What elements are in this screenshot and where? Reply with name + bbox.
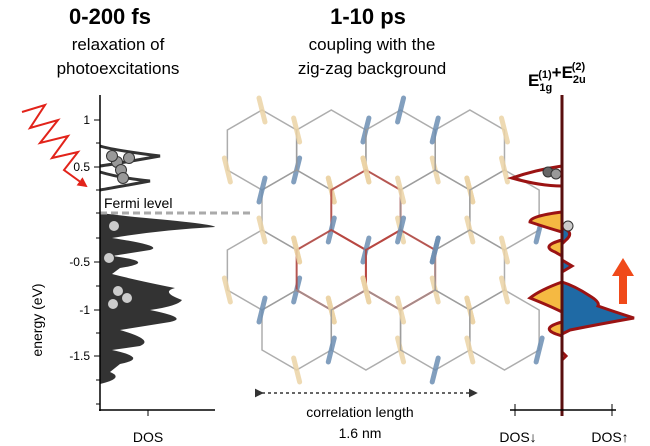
tick-label: 1 — [83, 113, 90, 127]
spin-arrow — [501, 158, 507, 182]
spin-arrow — [259, 178, 265, 202]
title-sub: 2u — [573, 74, 586, 86]
spin-arrow — [294, 358, 300, 382]
hexagon — [435, 230, 504, 310]
hexagon — [470, 290, 539, 370]
hexagon — [366, 230, 435, 310]
title-sub: 1g — [539, 82, 552, 94]
spin-arrow — [294, 118, 300, 142]
middle-subtitle: zig-zag background — [298, 59, 446, 78]
spin-arrow — [432, 358, 438, 382]
spin-arrow — [432, 118, 438, 142]
spin-arrow — [259, 298, 265, 322]
hexagon — [401, 290, 470, 370]
middle-title: 1-10 ps — [330, 4, 406, 29]
spin-arrow — [467, 338, 473, 362]
spin-arrow — [363, 278, 369, 302]
fermi-label: Fermi level — [104, 195, 172, 211]
scale-label: correlation length — [306, 404, 413, 420]
right-title: E1g(1)+E2u(2) — [528, 61, 586, 94]
left-subtitle: relaxation of — [72, 35, 165, 54]
hexagon — [227, 110, 296, 190]
scale-label: 1.6 nm — [339, 425, 382, 441]
spin-arrow — [294, 238, 300, 262]
spin-arrow — [398, 98, 404, 122]
figure: 0-200 fs relaxation of photoexcitations … — [0, 0, 650, 446]
hexagon — [435, 110, 504, 190]
dos-occupied — [100, 213, 215, 384]
lattice — [224, 98, 542, 382]
middle-subtitle: coupling with the — [309, 35, 436, 54]
left-subtitle: photoexcitations — [57, 59, 180, 78]
title-base: +E — [552, 63, 573, 82]
hexagon — [331, 170, 400, 250]
hexagon — [297, 110, 366, 190]
spin-arrow — [224, 278, 230, 302]
page: {"left_panel": {"title": "0-200 fs", "su… — [0, 0, 650, 446]
spin-arrow — [363, 158, 369, 182]
dos-down — [530, 212, 562, 336]
tick-label: -0.5 — [69, 255, 90, 269]
x-label: DOS↓ — [499, 429, 536, 445]
hexagon — [401, 170, 470, 250]
tick-label: -1 — [79, 303, 90, 317]
spin-arrow — [224, 158, 230, 182]
x-label: DOS — [133, 429, 163, 445]
y-label: energy (eV) — [29, 283, 45, 356]
tick-label: -1.5 — [69, 349, 90, 363]
hexagon — [297, 230, 366, 310]
up-arrow — [612, 258, 634, 304]
hexagon — [262, 290, 331, 370]
spin-arrow — [259, 98, 265, 122]
carrier — [551, 169, 561, 179]
spin-arrow — [398, 178, 404, 202]
spin-arrow — [328, 338, 334, 362]
spin-arrow — [501, 278, 507, 302]
carrier — [563, 221, 573, 231]
title-sup: (2) — [572, 61, 586, 73]
hexagon — [366, 110, 435, 190]
spin-arrow — [432, 238, 438, 262]
spin-arrow — [398, 298, 404, 322]
hexagon — [227, 230, 296, 310]
spin-arrow — [259, 218, 265, 242]
hexagon — [262, 170, 331, 250]
left-title: 0-200 fs — [69, 4, 151, 29]
x-label: DOS↑ — [591, 429, 628, 445]
spin-arrow — [501, 238, 507, 262]
spin-arrow — [536, 338, 542, 362]
spin-arrow — [501, 118, 507, 142]
hexagon — [331, 290, 400, 370]
tick-label: 0.5 — [73, 160, 90, 174]
title-sup: (1) — [538, 69, 552, 81]
